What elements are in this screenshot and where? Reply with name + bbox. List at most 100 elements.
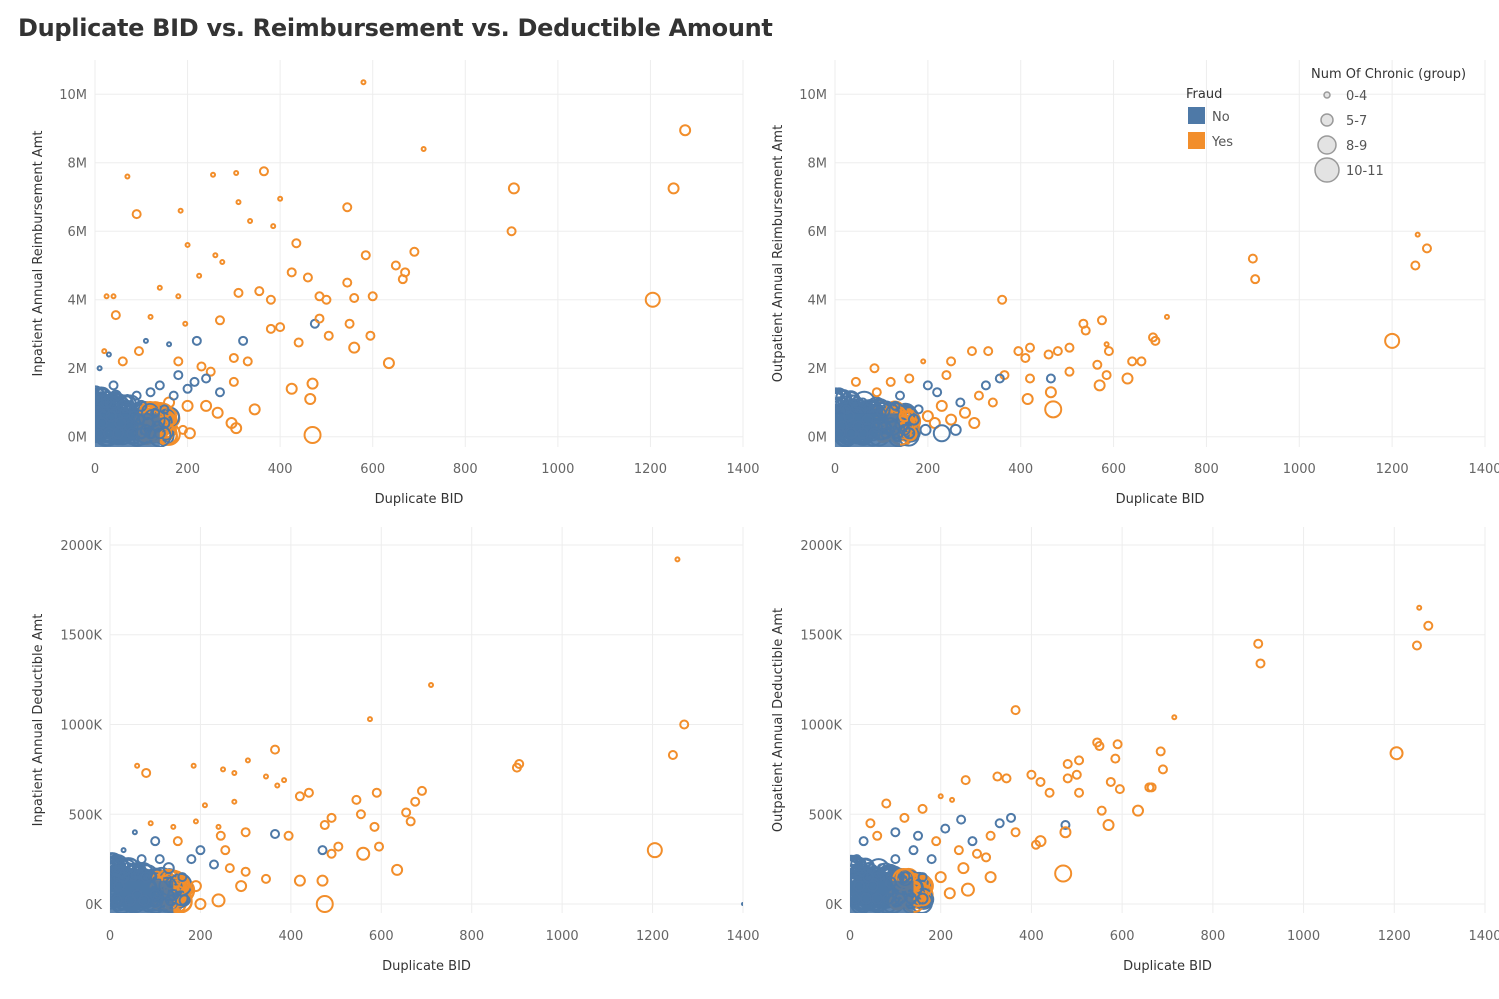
scatter-point-fraud-yes xyxy=(194,819,198,823)
scatter-point-fraud-yes xyxy=(1002,774,1010,782)
scatter-point-fraud-yes xyxy=(255,287,263,295)
x-tick-label: 600 xyxy=(369,929,394,944)
scatter-point-fraud-no xyxy=(742,903,744,905)
scatter-point-fraud-yes xyxy=(119,357,127,365)
scatter-point-fraud-yes xyxy=(234,171,238,175)
x-tick-label: 1400 xyxy=(726,929,759,944)
x-tick-label: 1000 xyxy=(1287,929,1320,944)
scatter-point-fraud-yes xyxy=(1065,368,1073,376)
scatter-point-fraud-yes xyxy=(328,814,336,822)
scatter-point-fraud-yes xyxy=(1157,747,1165,755)
size-legend-circle-10-11 xyxy=(1315,158,1339,182)
scatter-point-fraud-yes xyxy=(105,294,109,298)
x-tick-label: 1400 xyxy=(1468,462,1499,477)
scatter-point-fraud-yes xyxy=(325,332,333,340)
x-axis-title: Duplicate BID xyxy=(1123,959,1212,974)
size-legend-label-8-9: 8-9 xyxy=(1346,139,1367,154)
y-tick-label: 4M xyxy=(68,294,88,309)
scatter-point-fraud-yes xyxy=(246,758,250,762)
scatter-point-fraud-yes xyxy=(174,837,182,845)
scatter-point-fraud-no xyxy=(951,425,961,435)
scatter-point-fraud-yes xyxy=(1026,375,1034,383)
scatter-point-fraud-no xyxy=(187,855,195,863)
scatter-point-fraud-yes xyxy=(866,819,874,827)
scatter-point-fraud-yes xyxy=(149,315,153,319)
chart-op-deduct: 0 200 400 600 800 1000 1200 14000K500K1000K1500… xyxy=(771,527,1499,974)
scatter-point-fraud-yes xyxy=(1251,275,1259,283)
scatter-point-fraud-no xyxy=(147,388,155,396)
scatter-point-fraud-yes xyxy=(287,384,297,394)
x-tick-label: 1200 xyxy=(636,929,669,944)
y-tick-label: 6M xyxy=(68,225,88,240)
scatter-point-fraud-yes xyxy=(1023,394,1033,404)
scatter-point-fraud-no xyxy=(239,337,247,345)
scatter-point-fraud-no xyxy=(151,837,159,845)
scatter-point-fraud-yes xyxy=(887,378,895,386)
scatter-point-fraud-no xyxy=(996,819,1004,827)
scatter-point-fraud-yes xyxy=(932,837,940,845)
scatter-point-fraud-no xyxy=(928,855,936,863)
scatter-point-fraud-yes xyxy=(183,322,187,326)
size-legend-label-10-11: 10-11 xyxy=(1346,164,1384,179)
scatter-point-fraud-yes xyxy=(1391,747,1403,759)
scatter-point-fraud-yes xyxy=(1046,387,1056,397)
scatter-point-fraud-yes xyxy=(142,769,150,777)
scatter-point-fraud-yes xyxy=(968,347,976,355)
scatter-point-fraud-yes xyxy=(262,875,270,883)
scatter-point-fraud-yes xyxy=(648,843,662,857)
y-tick-label: 8M xyxy=(808,157,828,172)
y-tick-label: 4M xyxy=(808,294,828,309)
scatter-point-fraud-yes xyxy=(958,863,968,873)
scatter-point-fraud-no xyxy=(138,855,146,863)
scatter-point-fraud-yes xyxy=(357,848,369,860)
scatter-point-fraud-yes xyxy=(1012,828,1020,836)
scatter-point-fraud-yes xyxy=(217,832,225,840)
scatter-point-fraud-yes xyxy=(942,371,950,379)
scatter-point-fraud-yes xyxy=(1046,789,1054,797)
scatter-point-fraud-no xyxy=(957,816,965,824)
y-axis-title: Inpatient Annual Reimbursement Amt xyxy=(31,131,46,377)
scatter-point-fraud-yes xyxy=(197,363,205,371)
x-tick-label: 800 xyxy=(453,462,478,477)
scatter-point-fraud-yes xyxy=(429,683,433,687)
scatter-point-fraud-yes xyxy=(1423,244,1431,252)
scatter-point-fraud-yes xyxy=(288,268,296,276)
scatter-point-fraud-yes xyxy=(305,789,313,797)
y-tick-label: 500K xyxy=(809,808,843,823)
scatter-point-fraud-yes xyxy=(982,853,990,861)
x-axis-title: Duplicate BID xyxy=(1116,492,1205,507)
x-tick-label: 1000 xyxy=(541,462,574,477)
y-tick-label: 8M xyxy=(68,157,88,172)
scatter-point-fraud-yes xyxy=(1073,771,1081,779)
scatter-point-fraud-yes xyxy=(669,183,679,193)
scatter-point-fraud-yes xyxy=(407,817,415,825)
size-legend-label-5-7: 5-7 xyxy=(1346,114,1367,129)
scatter-point-fraud-yes xyxy=(216,316,224,324)
scatter-point-fraud-no xyxy=(860,837,868,845)
scatter-point-fraud-yes xyxy=(1021,354,1029,362)
y-tick-label: 1000K xyxy=(60,718,102,733)
scatter-point-fraud-yes xyxy=(392,261,400,269)
scatter-point-fraud-yes xyxy=(1103,371,1111,379)
scatter-point-fraud-yes xyxy=(969,418,979,428)
scatter-point-fraud-yes xyxy=(315,315,323,323)
scatter-point-fraud-yes xyxy=(984,347,992,355)
scatter-point-fraud-yes xyxy=(384,358,394,368)
scatter-point-fraud-no xyxy=(167,342,171,346)
x-tick-label: 1400 xyxy=(726,462,759,477)
scatter-point-fraud-yes xyxy=(236,200,240,204)
scatter-point-fraud-no xyxy=(216,388,224,396)
scatter-point-fraud-yes xyxy=(232,800,236,804)
scatter-point-fraud-no xyxy=(133,830,137,834)
scatter-point-fraud-yes xyxy=(1075,789,1083,797)
scatter-point-fraud-yes xyxy=(226,864,234,872)
scatter-point-fraud-no xyxy=(956,398,964,406)
scatter-point-fraud-yes xyxy=(334,843,342,851)
legend-label-yes: Yes xyxy=(1211,135,1233,150)
scatter-point-fraud-yes xyxy=(1137,357,1145,365)
scatter-point-fraud-yes xyxy=(960,408,970,418)
scatter-point-fraud-yes xyxy=(1416,233,1420,237)
scatter-point-fraud-yes xyxy=(211,173,215,177)
scatter-point-fraud-yes xyxy=(213,408,223,418)
